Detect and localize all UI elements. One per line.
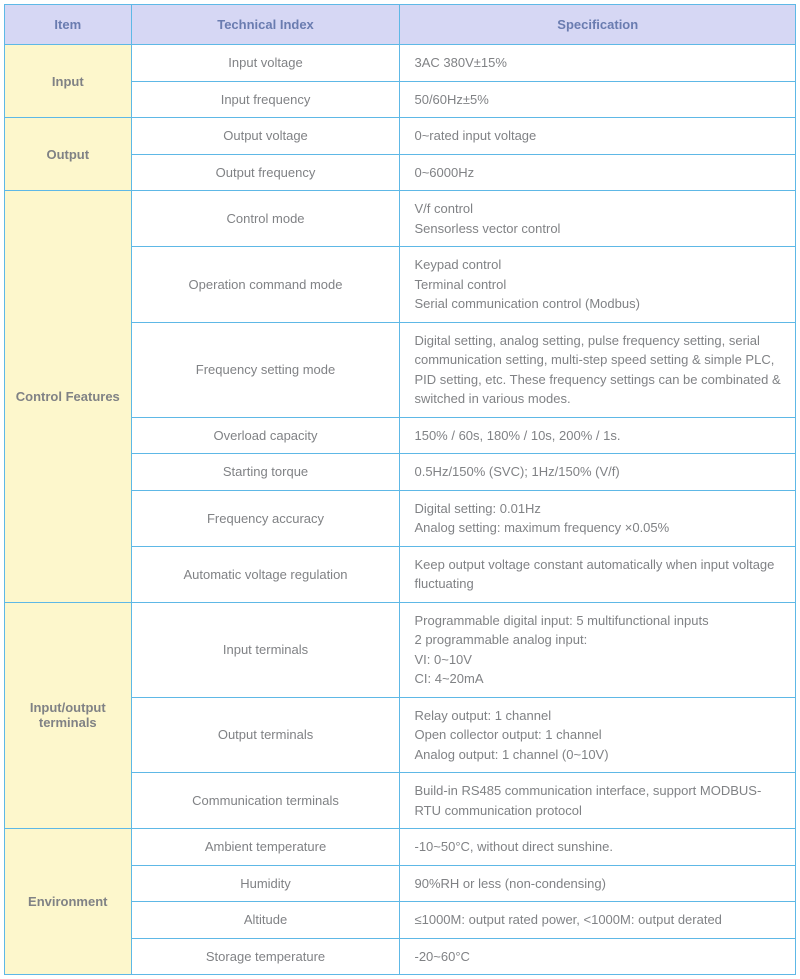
tech-cell: Output frequency <box>131 154 400 191</box>
tech-cell: Input frequency <box>131 81 400 118</box>
item-cell: Input <box>5 45 132 118</box>
tech-cell: Control mode <box>131 191 400 247</box>
tech-cell: Overload capacity <box>131 417 400 454</box>
spec-cell: 90%RH or less (non-condensing) <box>400 865 796 902</box>
item-cell: Input/output terminals <box>5 602 132 829</box>
item-cell: Output <box>5 118 132 191</box>
tech-cell: Frequency setting mode <box>131 322 400 417</box>
tech-cell: Frequency accuracy <box>131 490 400 546</box>
spec-cell: Build-in RS485 communication interface, … <box>400 773 796 829</box>
tech-cell: Operation command mode <box>131 247 400 323</box>
spec-cell: 150% / 60s, 180% / 10s, 200% / 1s. <box>400 417 796 454</box>
spec-cell: 3AC 380V±15% <box>400 45 796 82</box>
tech-cell: Input terminals <box>131 602 400 697</box>
header-item: Item <box>5 5 132 45</box>
spec-cell: Keypad controlTerminal controlSerial com… <box>400 247 796 323</box>
tech-cell: Communication terminals <box>131 773 400 829</box>
spec-cell: -20~60°C <box>400 938 796 975</box>
spec-cell: Keep output voltage constant automatical… <box>400 546 796 602</box>
header-tech: Technical Index <box>131 5 400 45</box>
header-row: Item Technical Index Specification <box>5 5 796 45</box>
tech-cell: Humidity <box>131 865 400 902</box>
spec-table-body: InputInput voltage3AC 380V±15%Input freq… <box>5 45 796 975</box>
spec-cell: V/f controlSensorless vector control <box>400 191 796 247</box>
table-row: OutputOutput voltage0~rated input voltag… <box>5 118 796 155</box>
tech-cell: Output terminals <box>131 697 400 773</box>
spec-cell: Digital setting: 0.01HzAnalog setting: m… <box>400 490 796 546</box>
spec-cell: Programmable digital input: 5 multifunct… <box>400 602 796 697</box>
spec-cell: -10~50°C, without direct sunshine. <box>400 829 796 866</box>
table-row: EnvironmentAmbient temperature-10~50°C, … <box>5 829 796 866</box>
spec-table: Item Technical Index Specification Input… <box>4 4 796 975</box>
spec-cell: 50/60Hz±5% <box>400 81 796 118</box>
spec-cell: Relay output: 1 channelOpen collector ou… <box>400 697 796 773</box>
spec-cell: ≤1000M: output rated power, <1000M: outp… <box>400 902 796 939</box>
table-row: Input/output terminalsInput terminalsPro… <box>5 602 796 697</box>
item-cell: Environment <box>5 829 132 975</box>
header-spec: Specification <box>400 5 796 45</box>
tech-cell: Automatic voltage regulation <box>131 546 400 602</box>
spec-cell: Digital setting, analog setting, pulse f… <box>400 322 796 417</box>
spec-cell: 0~rated input voltage <box>400 118 796 155</box>
tech-cell: Output voltage <box>131 118 400 155</box>
tech-cell: Ambient temperature <box>131 829 400 866</box>
tech-cell: Starting torque <box>131 454 400 491</box>
tech-cell: Storage temperature <box>131 938 400 975</box>
spec-cell: 0~6000Hz <box>400 154 796 191</box>
tech-cell: Altitude <box>131 902 400 939</box>
table-row: InputInput voltage3AC 380V±15% <box>5 45 796 82</box>
table-row: Control FeaturesControl modeV/f controlS… <box>5 191 796 247</box>
item-cell: Control Features <box>5 191 132 603</box>
spec-cell: 0.5Hz/150% (SVC); 1Hz/150% (V/f) <box>400 454 796 491</box>
tech-cell: Input voltage <box>131 45 400 82</box>
